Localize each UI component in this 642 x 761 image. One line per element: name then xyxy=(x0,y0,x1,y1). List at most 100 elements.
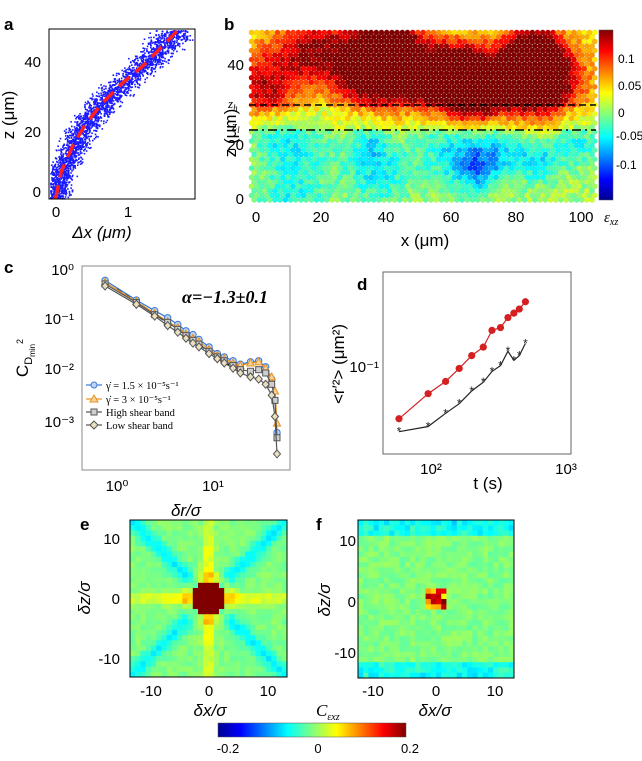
scatter-point xyxy=(82,140,84,142)
scatter-point xyxy=(89,129,91,131)
scatter-point xyxy=(65,196,67,198)
scatter-point xyxy=(89,104,91,106)
scatter-point xyxy=(72,160,74,162)
scatter-point xyxy=(55,158,57,160)
scatter-point xyxy=(142,56,144,58)
scatter-point xyxy=(113,81,115,83)
scatter-point xyxy=(150,45,152,47)
scatter-point xyxy=(121,91,123,93)
scatter-point xyxy=(51,194,53,196)
scatter-point xyxy=(88,133,90,135)
scatter-point xyxy=(179,46,181,48)
scatter-point xyxy=(101,90,103,92)
scatter-point xyxy=(132,70,134,72)
scatter-point xyxy=(186,37,188,39)
scatter-point xyxy=(82,144,84,146)
scatter-point xyxy=(183,37,185,39)
scatter-point xyxy=(108,100,110,102)
scatter-point xyxy=(88,138,90,140)
scatter-point xyxy=(97,96,99,98)
scatter-point xyxy=(71,179,73,181)
scatter-point xyxy=(65,153,67,155)
scatter-point xyxy=(73,141,75,143)
scatter-point xyxy=(144,52,146,54)
scatter-point xyxy=(147,46,149,48)
scatter-point xyxy=(58,150,60,152)
scatter-point xyxy=(154,43,156,45)
scatter-point xyxy=(148,37,150,39)
scatter-point xyxy=(131,77,133,79)
scatter-point xyxy=(66,179,68,181)
scatter-point xyxy=(74,136,76,138)
scatter-point xyxy=(91,121,93,123)
scatter-point xyxy=(68,181,70,183)
scatter-point xyxy=(89,148,91,150)
scatter-point xyxy=(61,158,63,160)
scatter-point xyxy=(61,196,63,198)
scatter-point xyxy=(132,60,134,62)
scatter-point xyxy=(66,182,68,184)
scatter-point xyxy=(77,125,79,127)
scatter-point xyxy=(145,58,147,60)
scatter-point xyxy=(80,153,82,155)
scatter-point xyxy=(147,68,149,70)
scatter-point xyxy=(52,197,54,199)
scatter-point xyxy=(166,42,168,44)
scatter-point xyxy=(105,93,107,95)
scatter-point xyxy=(107,92,109,94)
scatter-point xyxy=(66,150,68,152)
scatter-point xyxy=(77,129,79,131)
scatter-point xyxy=(159,59,161,61)
scatter-point xyxy=(85,121,87,123)
scatter-point xyxy=(192,39,194,41)
scatter-point xyxy=(65,138,67,140)
scatter-point xyxy=(92,93,94,95)
scatter-point xyxy=(136,81,138,83)
scatter-point xyxy=(69,194,71,196)
scatter-point xyxy=(105,88,107,90)
scatter-point xyxy=(171,53,173,55)
scatter-point xyxy=(116,73,118,75)
scatter-point xyxy=(85,109,87,111)
scatter-point xyxy=(87,120,89,122)
scatter-point xyxy=(70,159,72,161)
scatter-point xyxy=(90,98,92,100)
scatter-point xyxy=(131,64,133,66)
scatter-point xyxy=(113,74,115,76)
scatter-point xyxy=(88,107,90,109)
scatter-point xyxy=(161,35,163,37)
scatter-point xyxy=(147,74,149,76)
scatter-point xyxy=(128,81,130,83)
scatter-point xyxy=(101,120,103,122)
scatter-point xyxy=(183,30,185,32)
scatter-point xyxy=(69,162,71,164)
scatter-point xyxy=(71,158,73,160)
scatter-point xyxy=(81,120,83,122)
scatter-point xyxy=(143,71,145,73)
scatter-point xyxy=(168,50,170,52)
scatter-point xyxy=(57,166,59,168)
scatter-point xyxy=(122,87,124,89)
scatter-point xyxy=(155,66,157,68)
scatter-point xyxy=(128,88,130,90)
scatter-point xyxy=(91,133,93,135)
scatter-point xyxy=(106,102,108,104)
scatter-point xyxy=(125,89,127,91)
scatter-point xyxy=(152,42,154,44)
scatter-point xyxy=(122,70,124,72)
scatter-point xyxy=(114,90,116,92)
scatter-point xyxy=(178,43,180,45)
scatter-point xyxy=(161,63,163,65)
scatter-point xyxy=(96,104,98,106)
scatter-point xyxy=(156,44,158,46)
scatter-point xyxy=(144,82,146,84)
scatter-point xyxy=(173,44,175,46)
scatter-point xyxy=(121,89,123,91)
scatter-point xyxy=(68,197,70,199)
scatter-point xyxy=(64,183,66,185)
scatter-point xyxy=(126,92,128,94)
scatter-point xyxy=(93,101,95,103)
scatter-point xyxy=(171,31,173,33)
scatter-point xyxy=(176,51,178,53)
scatter-point xyxy=(72,176,74,178)
